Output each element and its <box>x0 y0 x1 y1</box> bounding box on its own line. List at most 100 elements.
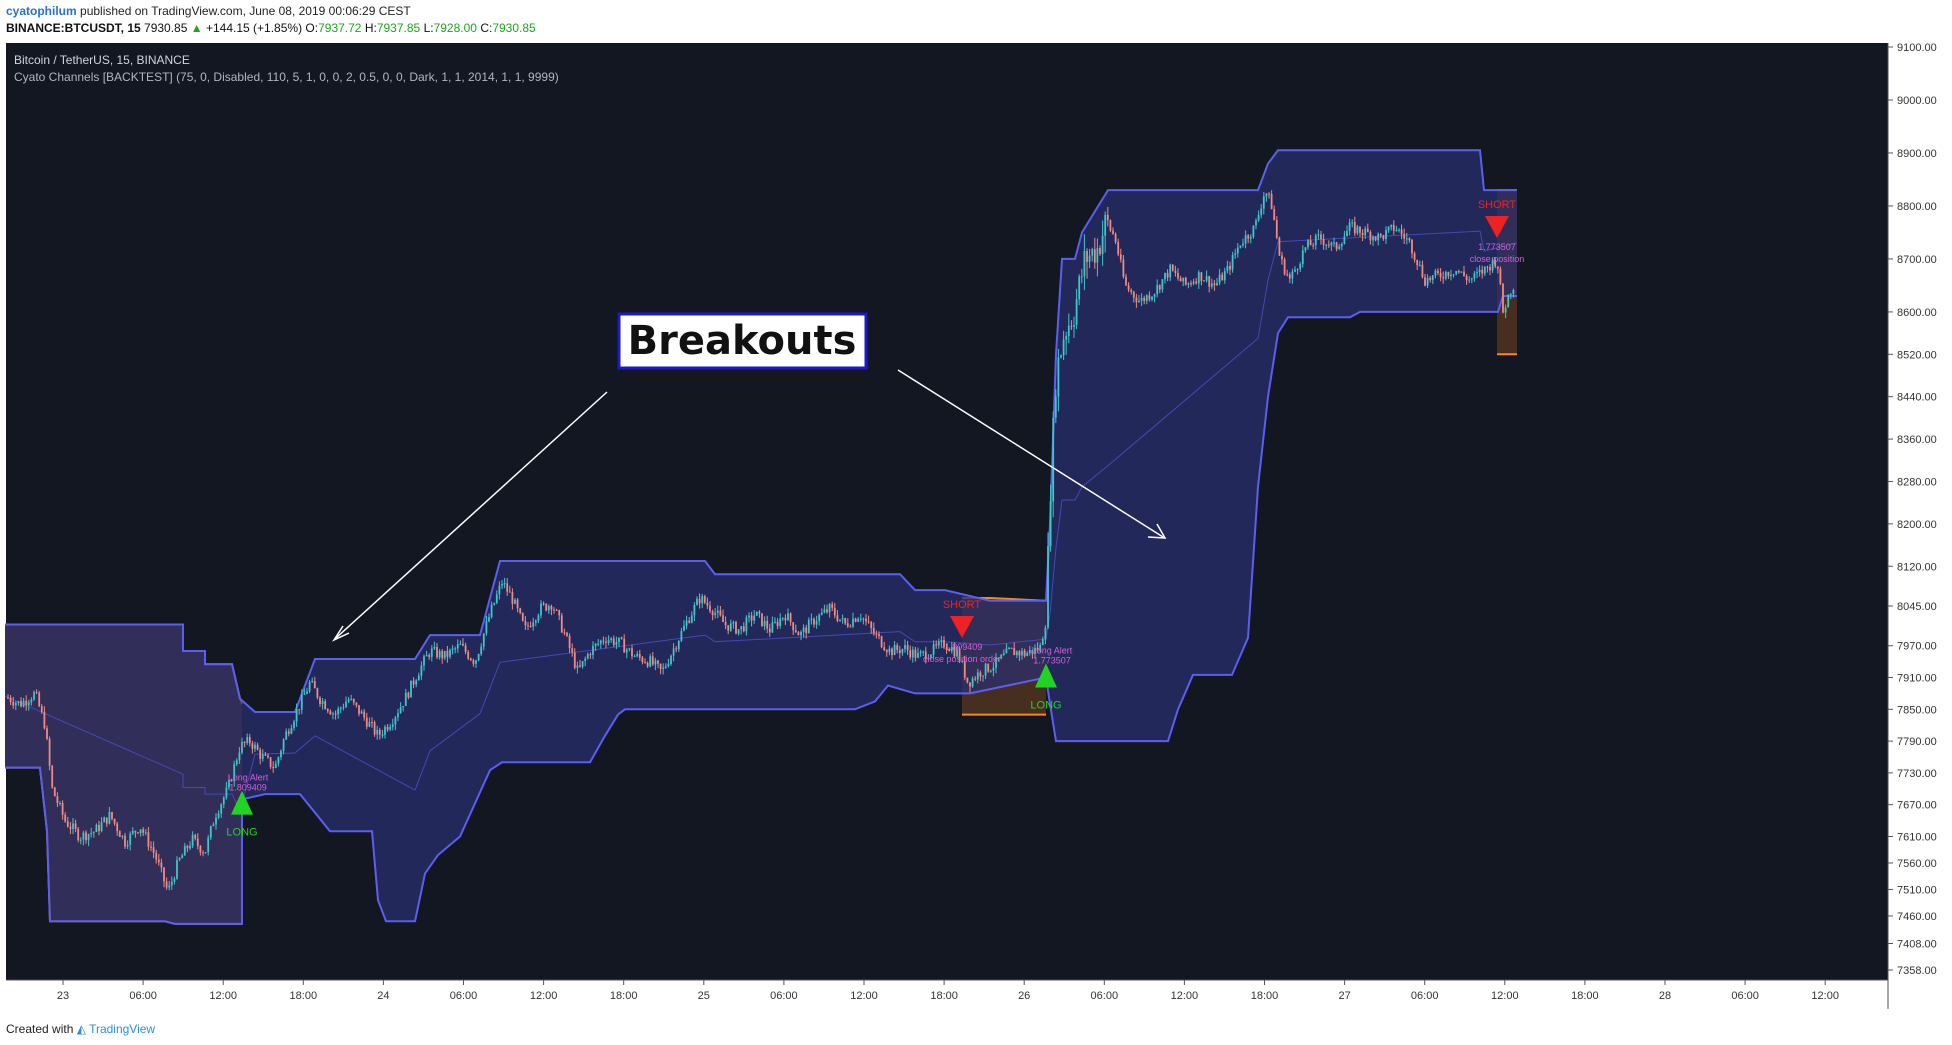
candle-body <box>498 585 501 595</box>
candle-body <box>72 823 74 829</box>
candle-body <box>467 652 470 659</box>
candle-body <box>215 817 217 825</box>
candle-body <box>1060 355 1062 358</box>
high-value: 7937.85 <box>376 21 421 35</box>
candle-body <box>1447 271 1450 277</box>
candle-body <box>402 706 405 708</box>
candle-body <box>87 834 90 841</box>
candle-body <box>394 717 397 725</box>
candle-body <box>1075 299 1078 325</box>
candle-body <box>758 611 761 614</box>
candle-body <box>27 702 30 705</box>
candle-body <box>1117 242 1120 255</box>
candle-body <box>1299 264 1302 269</box>
candle-body <box>407 692 410 698</box>
candle-body <box>168 885 171 888</box>
y-tick-label: 7460.00 <box>1897 911 1937 923</box>
candle-body <box>1411 240 1413 254</box>
candle-body <box>542 603 545 605</box>
tradingview-logo-icon[interactable]: ◭ TradingView <box>76 1022 156 1036</box>
candle-body <box>246 737 249 743</box>
candle-body <box>233 764 236 781</box>
y-tick-label: 9100.00 <box>1897 42 1937 54</box>
candle-body <box>1161 279 1164 290</box>
candle-body <box>664 666 667 668</box>
low-value: 7928.00 <box>433 21 477 35</box>
candle-body <box>1431 275 1434 281</box>
candle-body <box>147 832 150 847</box>
x-tick-label: 12:00 <box>1811 990 1839 1002</box>
x-tick-label: 06:00 <box>129 990 157 1002</box>
candle-body <box>170 881 173 886</box>
candle-body <box>217 813 220 818</box>
candle-body <box>1213 283 1216 286</box>
candle-body <box>948 649 951 652</box>
candle-body <box>339 707 342 709</box>
candle-body <box>1091 249 1094 256</box>
candle-body <box>571 648 574 653</box>
candle-body <box>1421 264 1424 278</box>
candle-body <box>425 655 428 657</box>
candle-body <box>524 620 527 626</box>
candle-body <box>1377 233 1380 241</box>
candle-body <box>1010 647 1013 649</box>
candle-body <box>683 625 685 631</box>
alert-value: 1.809409 <box>229 783 267 793</box>
candle-body <box>914 649 917 658</box>
channel-upper-line <box>5 149 1517 713</box>
candle-body <box>592 645 594 655</box>
candle-body <box>995 657 997 668</box>
candle-body <box>204 852 207 854</box>
candle-body <box>875 633 878 635</box>
candle-body <box>761 613 763 626</box>
candle-body <box>118 831 121 837</box>
candle-body <box>1119 254 1122 260</box>
candle-body <box>95 825 98 832</box>
candle-body <box>235 760 238 765</box>
candle-body <box>209 826 212 838</box>
candle-body <box>599 640 602 644</box>
short-triangle-icon <box>1485 215 1509 238</box>
candle-body <box>771 622 774 633</box>
price-axis-ticks: 9100.00 9000.00 8900.00 8800.00 8700.00 8600.… <box>1888 42 1937 977</box>
candle-body <box>846 623 849 627</box>
candle-body <box>1374 236 1377 241</box>
candle-body <box>124 835 126 847</box>
candle-body <box>1218 274 1221 283</box>
long-triangle-icon <box>1035 663 1057 688</box>
channel-mid-line <box>4 230 1518 813</box>
candle-body <box>274 763 277 768</box>
candle-body <box>51 765 54 788</box>
candle-body <box>514 599 516 604</box>
candle-body <box>319 697 321 704</box>
candle-body <box>1135 297 1138 302</box>
candle-body <box>212 824 215 827</box>
candle-body <box>1309 240 1312 246</box>
candle-body <box>1169 264 1172 278</box>
candle-body <box>1343 236 1346 244</box>
candle-body <box>787 613 789 621</box>
candle-body <box>1073 325 1075 327</box>
candle-body <box>48 738 51 766</box>
candle-body <box>256 744 259 750</box>
candle-body <box>1301 250 1304 265</box>
candle-body <box>963 661 966 678</box>
candle-body <box>17 701 20 703</box>
candle-body <box>657 660 659 664</box>
candle-body <box>1182 277 1185 282</box>
candle-body <box>417 675 420 681</box>
candle-body <box>1335 242 1338 249</box>
candle-body <box>573 652 576 668</box>
candle-body <box>490 604 493 618</box>
author-link[interactable]: cyatophilum <box>6 4 77 18</box>
candle-body <box>956 649 958 657</box>
candle-body <box>911 649 914 658</box>
candle-body <box>867 621 870 623</box>
candle-body <box>1216 282 1218 286</box>
candle-body <box>1171 264 1174 271</box>
candle-body <box>1442 277 1445 279</box>
y-tick-label: 7670.00 <box>1897 800 1937 812</box>
candle-body <box>566 632 568 636</box>
candle-body <box>1166 272 1169 278</box>
